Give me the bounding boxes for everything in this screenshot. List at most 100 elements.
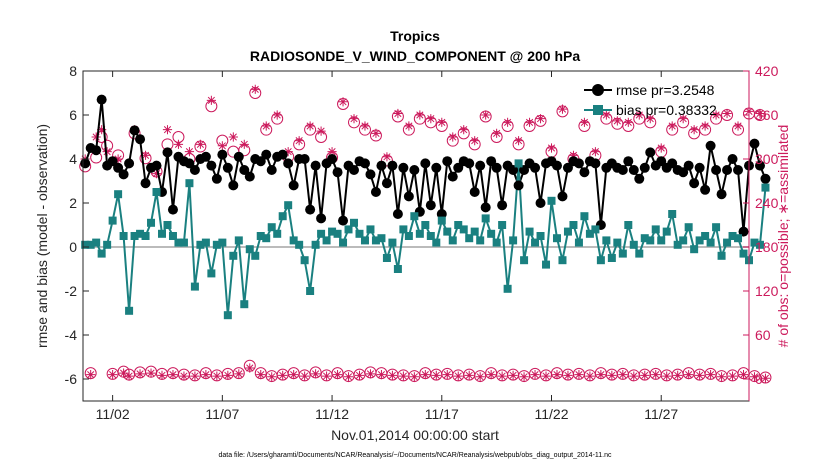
obs-assimilated-marker	[272, 110, 282, 120]
bias-marker	[404, 232, 413, 240]
bias-marker	[476, 236, 485, 245]
y-tick-label: 2	[69, 195, 77, 211]
obs-assimilated-marker	[662, 371, 672, 381]
bias-marker	[114, 190, 123, 199]
bias-marker	[547, 196, 556, 205]
obs-assimilated-marker	[376, 370, 387, 380]
y2-tick-label: 300	[755, 151, 779, 167]
obs-assimilated-marker	[519, 372, 529, 382]
obs-assimilated-marker	[475, 372, 485, 382]
bias-marker	[185, 179, 194, 188]
y-tick-label: 0	[69, 239, 77, 255]
footnote: data file: /Users/gharamti/Documents/NCA…	[218, 452, 612, 459]
obs-assimilated-marker	[667, 121, 677, 131]
bias-marker	[179, 238, 188, 247]
chart-title: Tropics	[390, 28, 440, 44]
rmse-marker	[283, 158, 294, 169]
obs-assimilated-marker	[618, 370, 628, 380]
rmse-marker	[398, 162, 409, 173]
rmse-marker	[645, 147, 656, 158]
bias-marker	[739, 249, 748, 258]
bias-marker	[119, 232, 128, 240]
rmse-marker	[694, 162, 705, 173]
rmse-marker	[628, 165, 639, 175]
bias-marker	[624, 221, 633, 229]
rmse-marker	[409, 165, 420, 175]
obs-assimilated-marker	[300, 371, 310, 381]
obs-assimilated-marker	[415, 110, 425, 120]
obs-assimilated-marker	[716, 372, 727, 382]
y-tick-label: 8	[69, 63, 77, 79]
rmse-marker	[167, 204, 178, 215]
obs-assimilated-marker	[201, 370, 211, 380]
obs-assimilated-marker	[212, 371, 222, 381]
series-assimilated	[80, 84, 771, 383]
bias-marker	[690, 245, 699, 254]
obs-assimilated-marker	[195, 139, 205, 149]
bias-marker	[646, 236, 655, 245]
rmse-marker	[678, 167, 689, 178]
obs-assimilated-marker	[140, 150, 151, 160]
rmse-marker	[508, 165, 519, 175]
bias-marker	[668, 210, 677, 218]
bias-marker	[284, 201, 293, 210]
obs-assimilated-marker	[168, 370, 178, 380]
obs-assimilated-marker	[535, 114, 546, 124]
obs-assimilated-marker	[223, 370, 233, 380]
bias-marker	[498, 221, 507, 229]
rmse-marker	[623, 156, 634, 167]
obs-assimilated-marker	[722, 108, 732, 119]
bias-marker	[662, 227, 671, 236]
rmse-marker	[332, 167, 343, 178]
rmse-marker	[392, 209, 403, 219]
rmse-marker	[261, 149, 272, 160]
obs-assimilated-marker	[338, 97, 348, 107]
bias-marker	[125, 306, 134, 315]
plot-area: -6 -4 -2 0 2 4 6 8 0 60 120 180 240 300 360 420 11/02 11/…	[65, 63, 779, 422]
obs-assimilated-marker	[755, 108, 765, 119]
rmse-marker	[716, 189, 727, 200]
rmse-marker	[107, 156, 118, 167]
obs-assimilated-marker	[524, 117, 535, 127]
bias-marker	[421, 221, 430, 229]
obs-assimilated-marker	[601, 110, 611, 120]
y2-axis-label: # of obs: o=possible; ∗=assimilated	[775, 125, 791, 348]
bias-marker	[86, 240, 95, 249]
obs-assimilated-marker	[459, 125, 469, 135]
obs-assimilated-marker	[86, 370, 96, 380]
obs-assimilated-marker	[267, 372, 277, 382]
rmse-marker	[491, 162, 502, 173]
rmse-marker	[683, 160, 694, 171]
bias-marker	[278, 212, 287, 221]
obs-possible-marker	[759, 371, 772, 384]
obs-assimilated-marker	[513, 136, 524, 146]
obs-assimilated-marker	[711, 110, 721, 120]
bias-marker	[531, 238, 540, 247]
bias-marker	[339, 238, 348, 247]
bias-marker	[470, 227, 479, 236]
bias-marker	[596, 256, 605, 265]
bias-marker	[306, 287, 315, 295]
y-tick-label: -2	[65, 283, 78, 299]
y2-tick-label: 120	[755, 283, 779, 299]
bias-marker	[651, 225, 660, 234]
obs-assimilated-marker	[689, 125, 699, 135]
obs-assimilated-marker	[321, 371, 332, 381]
obs-assimilated-marker	[365, 369, 376, 379]
rmse-marker	[255, 156, 266, 167]
bias-marker	[157, 229, 166, 238]
y-axis-label: rmse and bias (model - observation)	[34, 124, 50, 348]
bias-marker	[218, 238, 227, 247]
obs-assimilated-marker	[404, 121, 414, 131]
rmse-marker	[327, 154, 338, 164]
bias-marker	[295, 240, 304, 249]
rmse-marker	[189, 165, 200, 175]
obs-assimilated-marker	[486, 370, 496, 380]
legend: rmse pr=3.2548 bias pr=0.38332	[584, 82, 717, 118]
rmse-marker	[310, 160, 321, 171]
bias-marker	[635, 249, 644, 258]
rmse-marker	[535, 198, 546, 208]
obs-assimilated-marker	[557, 104, 568, 114]
bias-marker	[240, 300, 249, 309]
rmse-marker	[370, 187, 381, 197]
